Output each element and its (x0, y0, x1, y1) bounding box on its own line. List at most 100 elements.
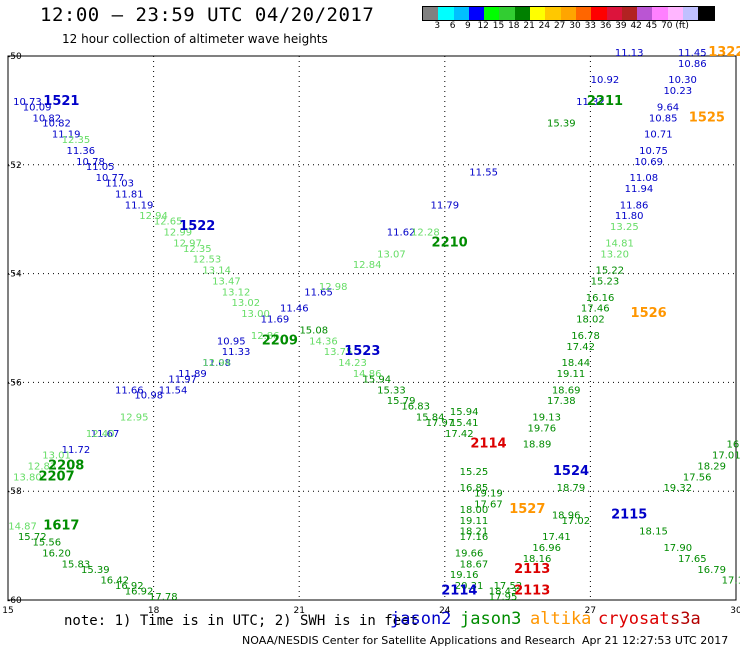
wave-height-value: 16.62 (727, 440, 740, 451)
x-tick-label: 27 (585, 606, 596, 616)
pass-number-label: 1523 (344, 344, 380, 359)
scale-label: 39 (615, 21, 627, 31)
wave-height-value: 10.69 (634, 157, 663, 168)
wave-height-value: 15.39 (81, 565, 110, 576)
wave-height-value: 17.78 (149, 592, 178, 603)
wave-height-value: 17.95 (489, 592, 518, 603)
wave-height-value: 11.80 (615, 211, 644, 222)
wave-height-value: 19.11 (460, 516, 489, 527)
wave-height-value: 12.65 (154, 217, 183, 228)
x-tick-label: 30 (730, 606, 740, 616)
scale-label: 9 (465, 21, 471, 31)
wave-height-value: 10.85 (649, 113, 678, 124)
wave-height-value: 11.97 (168, 374, 197, 385)
wave-height-value: 15.56 (33, 538, 62, 549)
footer-note: note: 1) Time is in UTC; 2) SWH is in fe… (64, 613, 419, 629)
scale-swatch: #ffff00 (530, 7, 546, 20)
wave-height-value: 11.69 (261, 315, 290, 326)
wave-height-value: 17.42 (566, 342, 595, 353)
wave-height-value: 17.02 (562, 516, 591, 527)
wave-height-value: 15.41 (450, 418, 479, 429)
wave-height-value: 11.94 (625, 184, 654, 195)
wave-height-value: 10.09 (23, 102, 52, 113)
wave-height-value: 20.31 (455, 581, 484, 592)
scale-label: 27 (553, 21, 566, 31)
wave-height-value: 11.33 (222, 347, 251, 358)
wave-height-value: 11.13 (615, 48, 644, 59)
scale-label: 15 (492, 21, 505, 31)
x-tick-label: 18 (148, 606, 160, 616)
wave-height-value: 12.35 (183, 244, 212, 255)
scale-label: 12 (477, 21, 489, 31)
wave-height-value: 16.20 (42, 548, 71, 559)
wave-height-value: 17.56 (683, 472, 712, 483)
wave-height-value: 10.86 (678, 59, 707, 70)
wave-height-value: 17.90 (663, 543, 692, 554)
y-tick-label: -52 (7, 161, 22, 171)
y-tick-label: -58 (7, 487, 22, 497)
color-scale-bar: #808080#00ffff#00bfff#0000ff#00ff00#32cd… (422, 6, 715, 21)
wave-height-value: 13.80 (13, 472, 42, 483)
page-subtitle: 12 hour collection of altimeter wave hei… (62, 32, 328, 46)
wave-height-value: 10.73 (13, 97, 42, 108)
wave-height-value: 19.11 (557, 369, 586, 380)
wave-height-value: 15.83 (62, 559, 91, 570)
page-title: 12:00 – 23:59 UTC 04/20/2017 (40, 4, 375, 26)
wave-height-value: 18.00 (460, 505, 489, 516)
wave-height-value: 11.08 (202, 358, 231, 369)
wave-height-value: 16.85 (460, 483, 489, 494)
scale-swatch: #00ffff (438, 7, 454, 20)
pass-number-label: 2210 (432, 235, 468, 250)
wave-height-value: 18.02 (576, 315, 605, 326)
credit-text: NOAA/NESDIS Center for Satellite Applica… (242, 634, 576, 647)
scale-swatch: #ba55d3 (637, 7, 653, 20)
wave-height-value: 15.94 (363, 374, 392, 385)
y-tick-label: -60 (7, 596, 22, 606)
y-tick-label: -56 (7, 378, 22, 388)
wave-height-value: 17.01 (712, 451, 740, 462)
wave-height-value: 11.45 (678, 48, 707, 59)
wave-height-value: 15.39 (547, 119, 576, 130)
wave-height-value: 15.79 (387, 396, 416, 407)
wave-height-value: 15.84 (416, 412, 445, 423)
wave-height-value: 17.16 (722, 576, 740, 587)
scale-swatch: #dc143c (606, 7, 622, 20)
scale-swatch: #ffa500 (560, 7, 576, 20)
y-tick-label: -54 (7, 270, 22, 280)
wave-height-value: 13.12 (222, 287, 251, 298)
wave-height-value: 12.84 (353, 260, 382, 271)
wave-height-value: 17.97 (426, 418, 455, 429)
wave-height-value: 19.66 (455, 548, 484, 559)
satellite-legend-altika: altika (530, 609, 592, 629)
wave-height-value: 10.92 (591, 75, 620, 86)
wave-height-value: 11.19 (125, 200, 154, 211)
wave-height-value: 17.65 (678, 554, 707, 565)
wave-height-value: 17.41 (542, 532, 571, 543)
satellite-legend-jason2: jason2 (390, 609, 452, 629)
wave-height-value: 17.16 (460, 532, 489, 543)
pass-number-label: 1617 (43, 518, 79, 533)
wave-height-value: 13.02 (231, 298, 260, 309)
wave-height-value: 13.01 (42, 451, 71, 462)
scale-label: 21 (523, 21, 535, 31)
scale-label: (ft) (675, 21, 689, 31)
wave-height-value: 10.75 (639, 146, 668, 157)
wave-height-value: 18.44 (562, 358, 591, 369)
wave-height-value: 11.19 (52, 130, 81, 141)
scale-swatch: #000000 (698, 7, 714, 20)
plot-frame (7, 55, 737, 601)
wave-height-value: 14.87 (8, 521, 37, 532)
wave-height-value: 11.67 (91, 429, 120, 440)
scale-swatch: #ff6600 (575, 7, 592, 20)
scale-label: 33 (584, 21, 597, 31)
wave-height-value: 15.23 (591, 276, 620, 287)
timestamp-text: Apr 21 12:27:53 UTC 2017 (582, 634, 729, 647)
satellite-legend-cryosat: cryosat (598, 609, 670, 629)
wave-height-value: 16.96 (532, 543, 561, 554)
wave-height-value: 15.72 (18, 532, 47, 543)
wave-height-value: 12.83 (28, 461, 57, 472)
scale-label: 3 (434, 21, 441, 31)
wave-height-value: 11.46 (280, 304, 309, 315)
x-tick-label: 24 (439, 606, 451, 616)
pass-number-label: 1521 (43, 94, 79, 109)
